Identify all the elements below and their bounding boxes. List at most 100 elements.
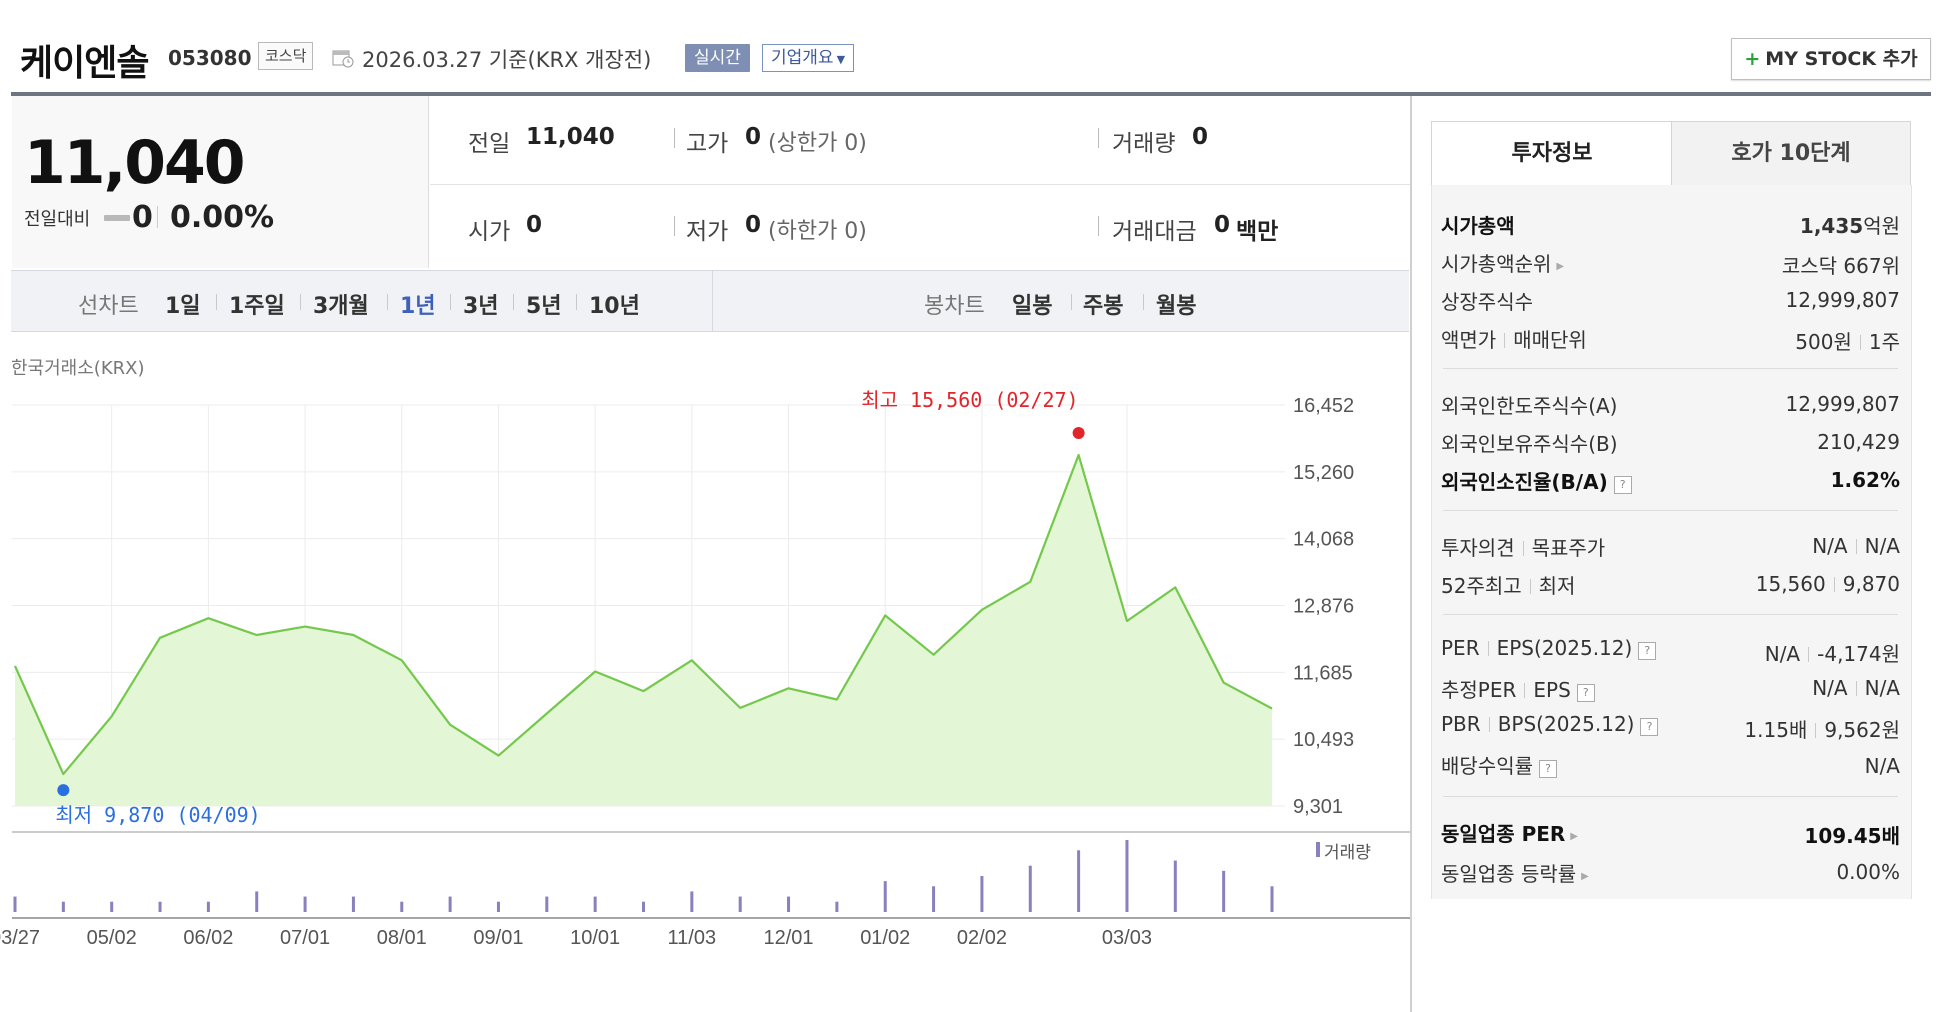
volume-bar: [1077, 850, 1081, 912]
divider: [1098, 128, 1099, 148]
pbr-value: 1.15배: [1744, 718, 1808, 742]
x-tick-label: 06/02: [183, 927, 233, 949]
divider: [216, 294, 217, 310]
candle-daily[interactable]: 일봉: [1012, 294, 1053, 319]
y-tick-label: 11,685: [1293, 662, 1353, 684]
change-percent: 0.00%: [170, 200, 275, 235]
candle-weekly[interactable]: 주봉: [1083, 294, 1124, 319]
divider: [1071, 294, 1072, 310]
foreign-limit-value: 12,999,807: [1785, 392, 1900, 416]
period-1w[interactable]: 1주일: [229, 294, 285, 319]
divider: [674, 128, 675, 148]
help-icon[interactable]: ?: [1576, 684, 1595, 702]
prev-close-value: 11,040: [526, 124, 615, 150]
divider: [1859, 335, 1861, 350]
period-10y[interactable]: 10년: [589, 294, 640, 319]
x-tick-label: 12/01: [764, 927, 814, 949]
stats-divider: [430, 184, 1410, 185]
volume-bar: [1125, 840, 1129, 912]
amount-label: 거래대금: [1112, 219, 1197, 245]
target-price-label: 목표주가: [1531, 536, 1606, 560]
price-chart[interactable]: 16,452 15,260 14,068 12,876 11,685 10,493 9,30…: [0, 0, 1410, 1012]
divider: [1524, 683, 1526, 698]
period-1d[interactable]: 1일: [165, 294, 201, 319]
industry-change-link[interactable]: 동일업종 등락률 ▶: [1441, 858, 1589, 887]
per-value: N/A: [1764, 642, 1801, 666]
x-tick-label: 03/03: [1102, 927, 1152, 949]
price-line: [13, 453, 1273, 776]
help-icon[interactable]: ?: [1640, 718, 1659, 736]
open-value: 0: [526, 212, 543, 238]
divider: [1815, 723, 1817, 738]
volume-bar: [1028, 865, 1032, 912]
est-eps-value: N/A: [1864, 676, 1900, 700]
period-5y[interactable]: 5년: [526, 294, 562, 319]
volume-bar: [400, 901, 404, 912]
week52-high-value: 15,560: [1755, 572, 1826, 596]
opinion-value: N/A: [1812, 534, 1848, 558]
week52-high-label: 52주최고: [1441, 574, 1522, 598]
volume-bar: [1222, 870, 1226, 912]
upper-limit: (상한가 0): [768, 131, 867, 156]
per-label: PER: [1441, 636, 1480, 660]
period-3y[interactable]: 3년: [463, 294, 499, 319]
week52-label: 52주최고 최저: [1441, 570, 1575, 599]
week52-value: 15,560 9,870: [1756, 572, 1900, 596]
add-my-stock-button[interactable]: + MY STOCK 추가: [1731, 38, 1931, 80]
volume-bar: [206, 901, 210, 912]
add-my-stock-label: MY STOCK 추가: [1765, 48, 1918, 70]
foreign-limit-label: 외국인한도주식수(A): [1441, 394, 1618, 418]
low-marker: [57, 784, 70, 797]
prev-close-label: 전일: [468, 131, 511, 157]
help-icon[interactable]: ?: [1539, 760, 1557, 778]
y-tick-label: 12,876: [1293, 596, 1354, 618]
period-1y[interactable]: 1년: [400, 294, 436, 319]
x-tick-label: 09/01: [473, 927, 523, 949]
volume-bar: [932, 886, 936, 912]
caret-right-icon: ▶: [1570, 831, 1578, 842]
market-cap-rank-link[interactable]: 시가총액순위 ▶: [1441, 248, 1564, 277]
volume-bar: [787, 896, 791, 912]
y-tick-label: 9,301: [1293, 796, 1343, 818]
help-icon[interactable]: ?: [1638, 642, 1657, 660]
plus-icon: +: [1744, 48, 1761, 70]
divider: [1833, 577, 1835, 592]
volume-bar: [642, 901, 645, 912]
week52-low-label: 최저: [1538, 574, 1576, 598]
est-per-value: N/A: [1812, 676, 1848, 700]
change-label: 전일대비: [24, 209, 91, 230]
corp-info-dropdown[interactable]: 기업개요 ▼: [762, 44, 855, 72]
x-tick-label: 10/01: [570, 927, 620, 949]
listed-shares-label: 상장주식수: [1441, 290, 1533, 314]
chart-source: 한국거래소(KRX): [11, 358, 145, 379]
tab-invest-info[interactable]: 투자정보: [1431, 121, 1673, 185]
eps-label: EPS(2025.12): [1496, 636, 1633, 660]
volume-bar: [1173, 860, 1177, 912]
tab-order-book[interactable]: 호가 10단계: [1671, 121, 1911, 186]
volume-bar: [61, 901, 65, 912]
candle-monthly[interactable]: 월봉: [1156, 294, 1197, 319]
opinion-target-label: 투자의견 목표주가: [1441, 532, 1605, 561]
current-price: 11,040: [24, 128, 246, 198]
price-summary: [12, 96, 429, 268]
x-tick-label: 07/01: [280, 927, 330, 949]
foreign-hold-label: 외국인보유주식수(B): [1441, 432, 1618, 456]
header-divider: [11, 92, 1931, 96]
period-3m[interactable]: 3개월: [313, 294, 369, 319]
dividend-label-text: 배당수익률: [1441, 754, 1533, 778]
realtime-button[interactable]: 실시간: [685, 44, 750, 72]
volume-bar: [496, 901, 500, 912]
opinion-label: 투자의견: [1441, 536, 1515, 560]
volume-bar: [593, 896, 597, 912]
volume-bar: [835, 901, 839, 912]
invest-panel: [1431, 185, 1912, 899]
est-per-eps-value: N/A N/A: [1812, 676, 1900, 700]
industry-per-link[interactable]: 동일업종 PER ▶: [1441, 818, 1578, 847]
volume-bar: [738, 896, 742, 912]
pbr-bps-value: 1.15배 9,562원: [1744, 714, 1900, 743]
divider: [1098, 216, 1099, 236]
pbr-bps-label: PBR BPS(2025.12)?: [1441, 712, 1659, 736]
x-tick-label: 01/02: [860, 927, 910, 949]
help-icon[interactable]: ?: [1613, 476, 1632, 494]
foreign-ratio-value: 1.62%: [1830, 468, 1900, 492]
